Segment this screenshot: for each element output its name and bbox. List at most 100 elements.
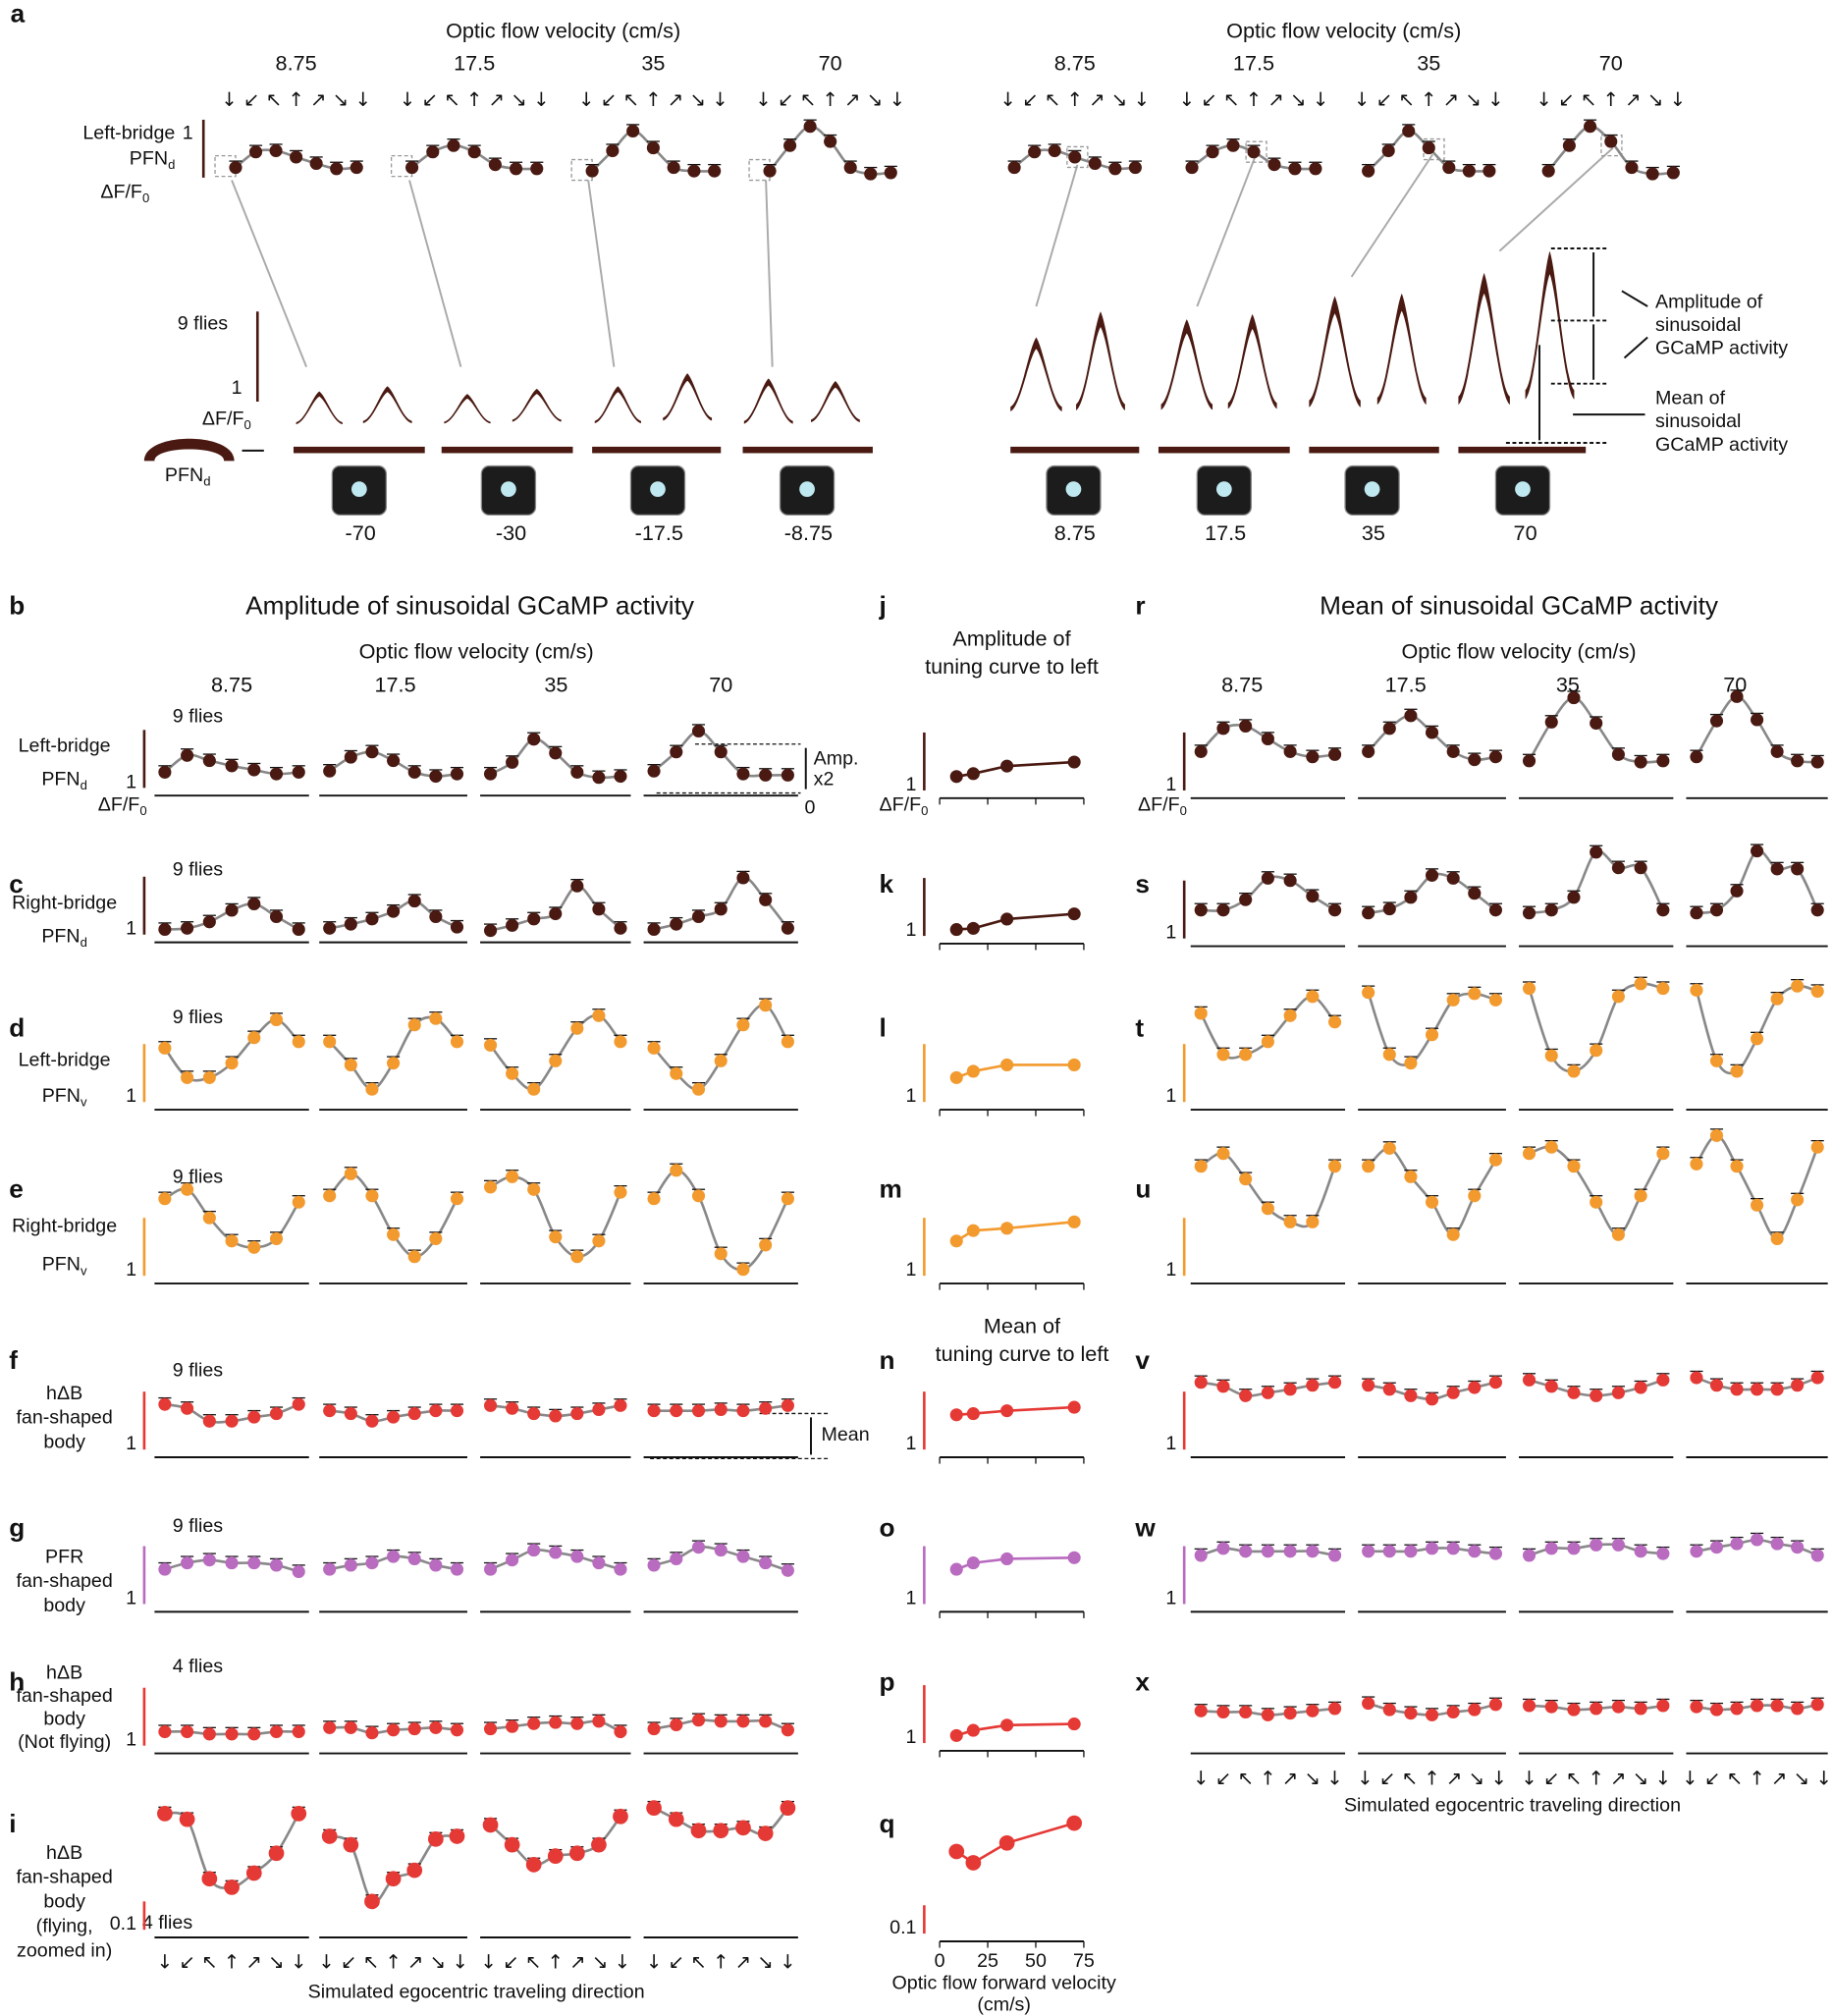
- label-sub: d: [168, 158, 175, 173]
- label-main: fan-shaped: [16, 1407, 112, 1429]
- scale-label: 1: [1165, 1433, 1176, 1454]
- dot: [387, 1057, 401, 1070]
- dot: [1590, 1044, 1603, 1058]
- dot: [484, 924, 498, 938]
- scale-label: 1: [1165, 774, 1176, 795]
- velocity-label: 17.5: [1385, 672, 1427, 696]
- velocity-label: 8.75: [1221, 672, 1263, 696]
- mid-dot: [949, 1070, 963, 1084]
- x-tick-label: 75: [1073, 1950, 1095, 1972]
- fit-curve: [1528, 696, 1663, 764]
- bridge-bars: [143, 438, 1587, 462]
- cell-label: PFNd: [165, 464, 211, 489]
- dot: [1522, 906, 1536, 920]
- dot: [365, 912, 379, 926]
- scale-label: 1: [126, 1433, 136, 1454]
- dot: [614, 1185, 627, 1199]
- note: GCaMP activity: [1655, 337, 1788, 358]
- dot: [309, 156, 323, 171]
- dot: [1239, 1705, 1253, 1719]
- dot: [1468, 753, 1482, 767]
- dot: [506, 1066, 519, 1080]
- row-label: hΔB: [46, 1662, 82, 1683]
- dot: [429, 909, 443, 924]
- dot: [691, 909, 706, 924]
- scale-label: 0.1: [890, 1917, 916, 1938]
- dot: [1562, 138, 1576, 152]
- dot: [1283, 744, 1297, 758]
- dot: [1468, 1189, 1482, 1203]
- flies-label: 9 flies: [173, 1515, 224, 1537]
- panel-letter: g: [9, 1512, 25, 1542]
- dot: [1362, 744, 1375, 758]
- dot: [592, 1402, 606, 1417]
- dot: [225, 903, 239, 917]
- dot: [592, 902, 606, 916]
- dot: [225, 759, 239, 773]
- dot: [506, 1553, 519, 1567]
- velocity-label: 35: [544, 672, 567, 696]
- dot: [292, 765, 305, 779]
- dot: [714, 902, 728, 916]
- dot: [269, 1558, 284, 1572]
- direction-arrows: ↓ ↙ ↖ ↑ ↗ ↘ ↓: [1682, 1767, 1832, 1789]
- unit-label: ΔF/F0: [100, 182, 149, 206]
- dot: [1810, 903, 1824, 917]
- dot: [1194, 1549, 1208, 1562]
- dot: [1328, 1549, 1342, 1562]
- dot: [429, 1011, 443, 1025]
- dot: [1590, 1702, 1603, 1716]
- dot: [1404, 709, 1418, 723]
- dot: [225, 1727, 239, 1741]
- dot: [670, 1066, 683, 1080]
- mid-line: [955, 1063, 1075, 1079]
- label-main: ΔF/F: [202, 409, 244, 430]
- dot: [646, 141, 660, 155]
- row-label: PFNd: [41, 926, 87, 951]
- row-label: fan-shaped: [16, 1570, 112, 1592]
- dot: [506, 1170, 519, 1183]
- mid-dot: [1067, 1400, 1081, 1414]
- dot: [1216, 1705, 1230, 1719]
- dot: [1404, 1545, 1418, 1558]
- dot: [1730, 1160, 1744, 1173]
- dot: [668, 1811, 684, 1827]
- dot: [1751, 713, 1764, 727]
- mid-dot: [1067, 1215, 1081, 1228]
- dot: [691, 724, 706, 738]
- mid-dot: [966, 1224, 980, 1237]
- mid-dot: [949, 1408, 963, 1422]
- dot: [1656, 1699, 1670, 1713]
- dot: [365, 1414, 379, 1428]
- dot: [1446, 744, 1460, 758]
- dot: [1194, 744, 1208, 758]
- mid-dot: [949, 923, 963, 937]
- dot: [247, 1556, 261, 1570]
- panel-letter: f: [9, 1345, 18, 1375]
- scale-label: 1: [126, 771, 136, 792]
- velocity-label: 35: [641, 50, 665, 75]
- dot: [1446, 871, 1460, 885]
- dot: [1382, 1383, 1396, 1396]
- dot: [1791, 862, 1805, 876]
- dot: [1442, 161, 1456, 175]
- dot: [670, 1164, 683, 1177]
- dot: [1261, 732, 1274, 745]
- note: GCaMP activity: [1655, 434, 1788, 456]
- arena-icons: [331, 464, 1551, 517]
- direction-arrows: ↓ ↙ ↖ ↑ ↗ ↘ ↓: [1357, 1767, 1507, 1789]
- dot: [224, 1880, 240, 1895]
- dot: [247, 1727, 261, 1741]
- dot: [1328, 747, 1342, 761]
- dot: [1730, 1702, 1744, 1716]
- label-main: PFN: [41, 769, 80, 790]
- dot: [429, 1720, 443, 1734]
- dot: [714, 1715, 728, 1728]
- label-sub: 0: [142, 191, 149, 206]
- dot: [1611, 747, 1625, 761]
- panel-letter: h: [9, 1667, 25, 1697]
- dot: [1709, 1703, 1724, 1716]
- dot: [450, 1562, 464, 1576]
- dot: [247, 1410, 261, 1424]
- panel-letter: b: [9, 591, 25, 621]
